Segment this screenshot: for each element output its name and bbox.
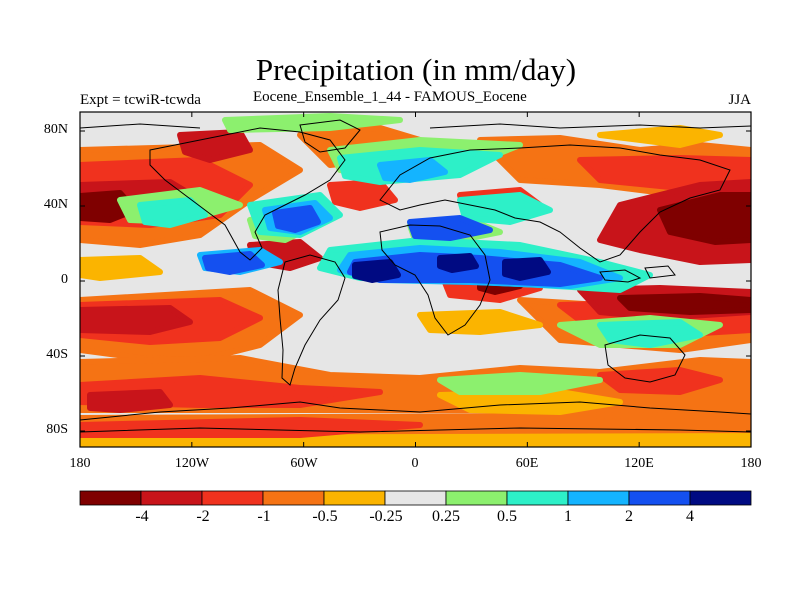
colorbar-label: 1 [564,508,572,525]
colorbar-label: -4 [135,508,149,525]
colorbar [79,490,752,506]
colorbar-label: -1 [257,508,271,525]
lat-label-0: 0 [61,272,68,287]
indonesia-outline [599,265,676,283]
eurasia-outline [379,144,731,263]
colorbar-swatch [384,490,447,506]
colorbar-label: -0.25 [369,508,403,525]
colorbar-label: -0.5 [312,508,338,525]
lon-label-60e: 60E [515,456,539,471]
arctic-coast [80,123,751,129]
colorbar-label: 0.5 [497,508,517,525]
lon-label-60w: 60W [290,456,318,471]
australia-outline [604,334,686,383]
colorbar-swatch [506,490,569,506]
colorbar-swatch [689,490,752,506]
experiment-label: Expt = tcwiR-tcwda [80,92,201,108]
colorbar-label: 2 [625,508,633,525]
antarctica-outline [80,401,751,421]
lon-label-180e: 180 [740,456,762,471]
lat-label-80n: 80N [43,122,68,137]
lon-label-0: 0 [411,456,419,471]
colorbar-swatch [140,490,203,506]
lon-label-120w: 120W [174,456,210,471]
greenland-outline [299,119,361,153]
colorbar-swatch [79,490,142,506]
colorbar-label: 4 [686,508,694,525]
colorbar-swatch [445,490,508,506]
season-label: JJA [728,92,751,108]
south-america-outline [277,254,346,386]
plot-title: Precipitation (in mm/day) [255,52,577,87]
tick-marks [79,112,752,447]
ensemble-label: Eocene_Ensemble_1_44 - FAMOUS_Eocene [253,89,527,105]
colorbar-swatch [628,490,691,506]
colorbar-swatch [262,490,325,506]
yellow-regions [80,125,751,447]
colorbar-swatch [323,490,386,506]
lon-label-120e: 120E [624,456,654,471]
colorbar-label: -2 [196,508,210,525]
north-america-outline [149,127,346,261]
lat-label-80s: 80S [46,422,68,437]
navy-regions [352,253,551,283]
africa-outline [379,224,491,336]
precip-map [80,112,751,447]
colorbar-label: 0.25 [432,508,460,525]
colorbar-swatch [567,490,630,506]
colorbar-swatch [201,490,264,506]
coastlines [80,119,751,433]
lon-label-180w: 180 [69,456,91,471]
antarctica-coast-2 [80,427,751,433]
lat-label-40s: 40S [46,347,68,362]
lat-label-40n: 40N [43,197,68,212]
